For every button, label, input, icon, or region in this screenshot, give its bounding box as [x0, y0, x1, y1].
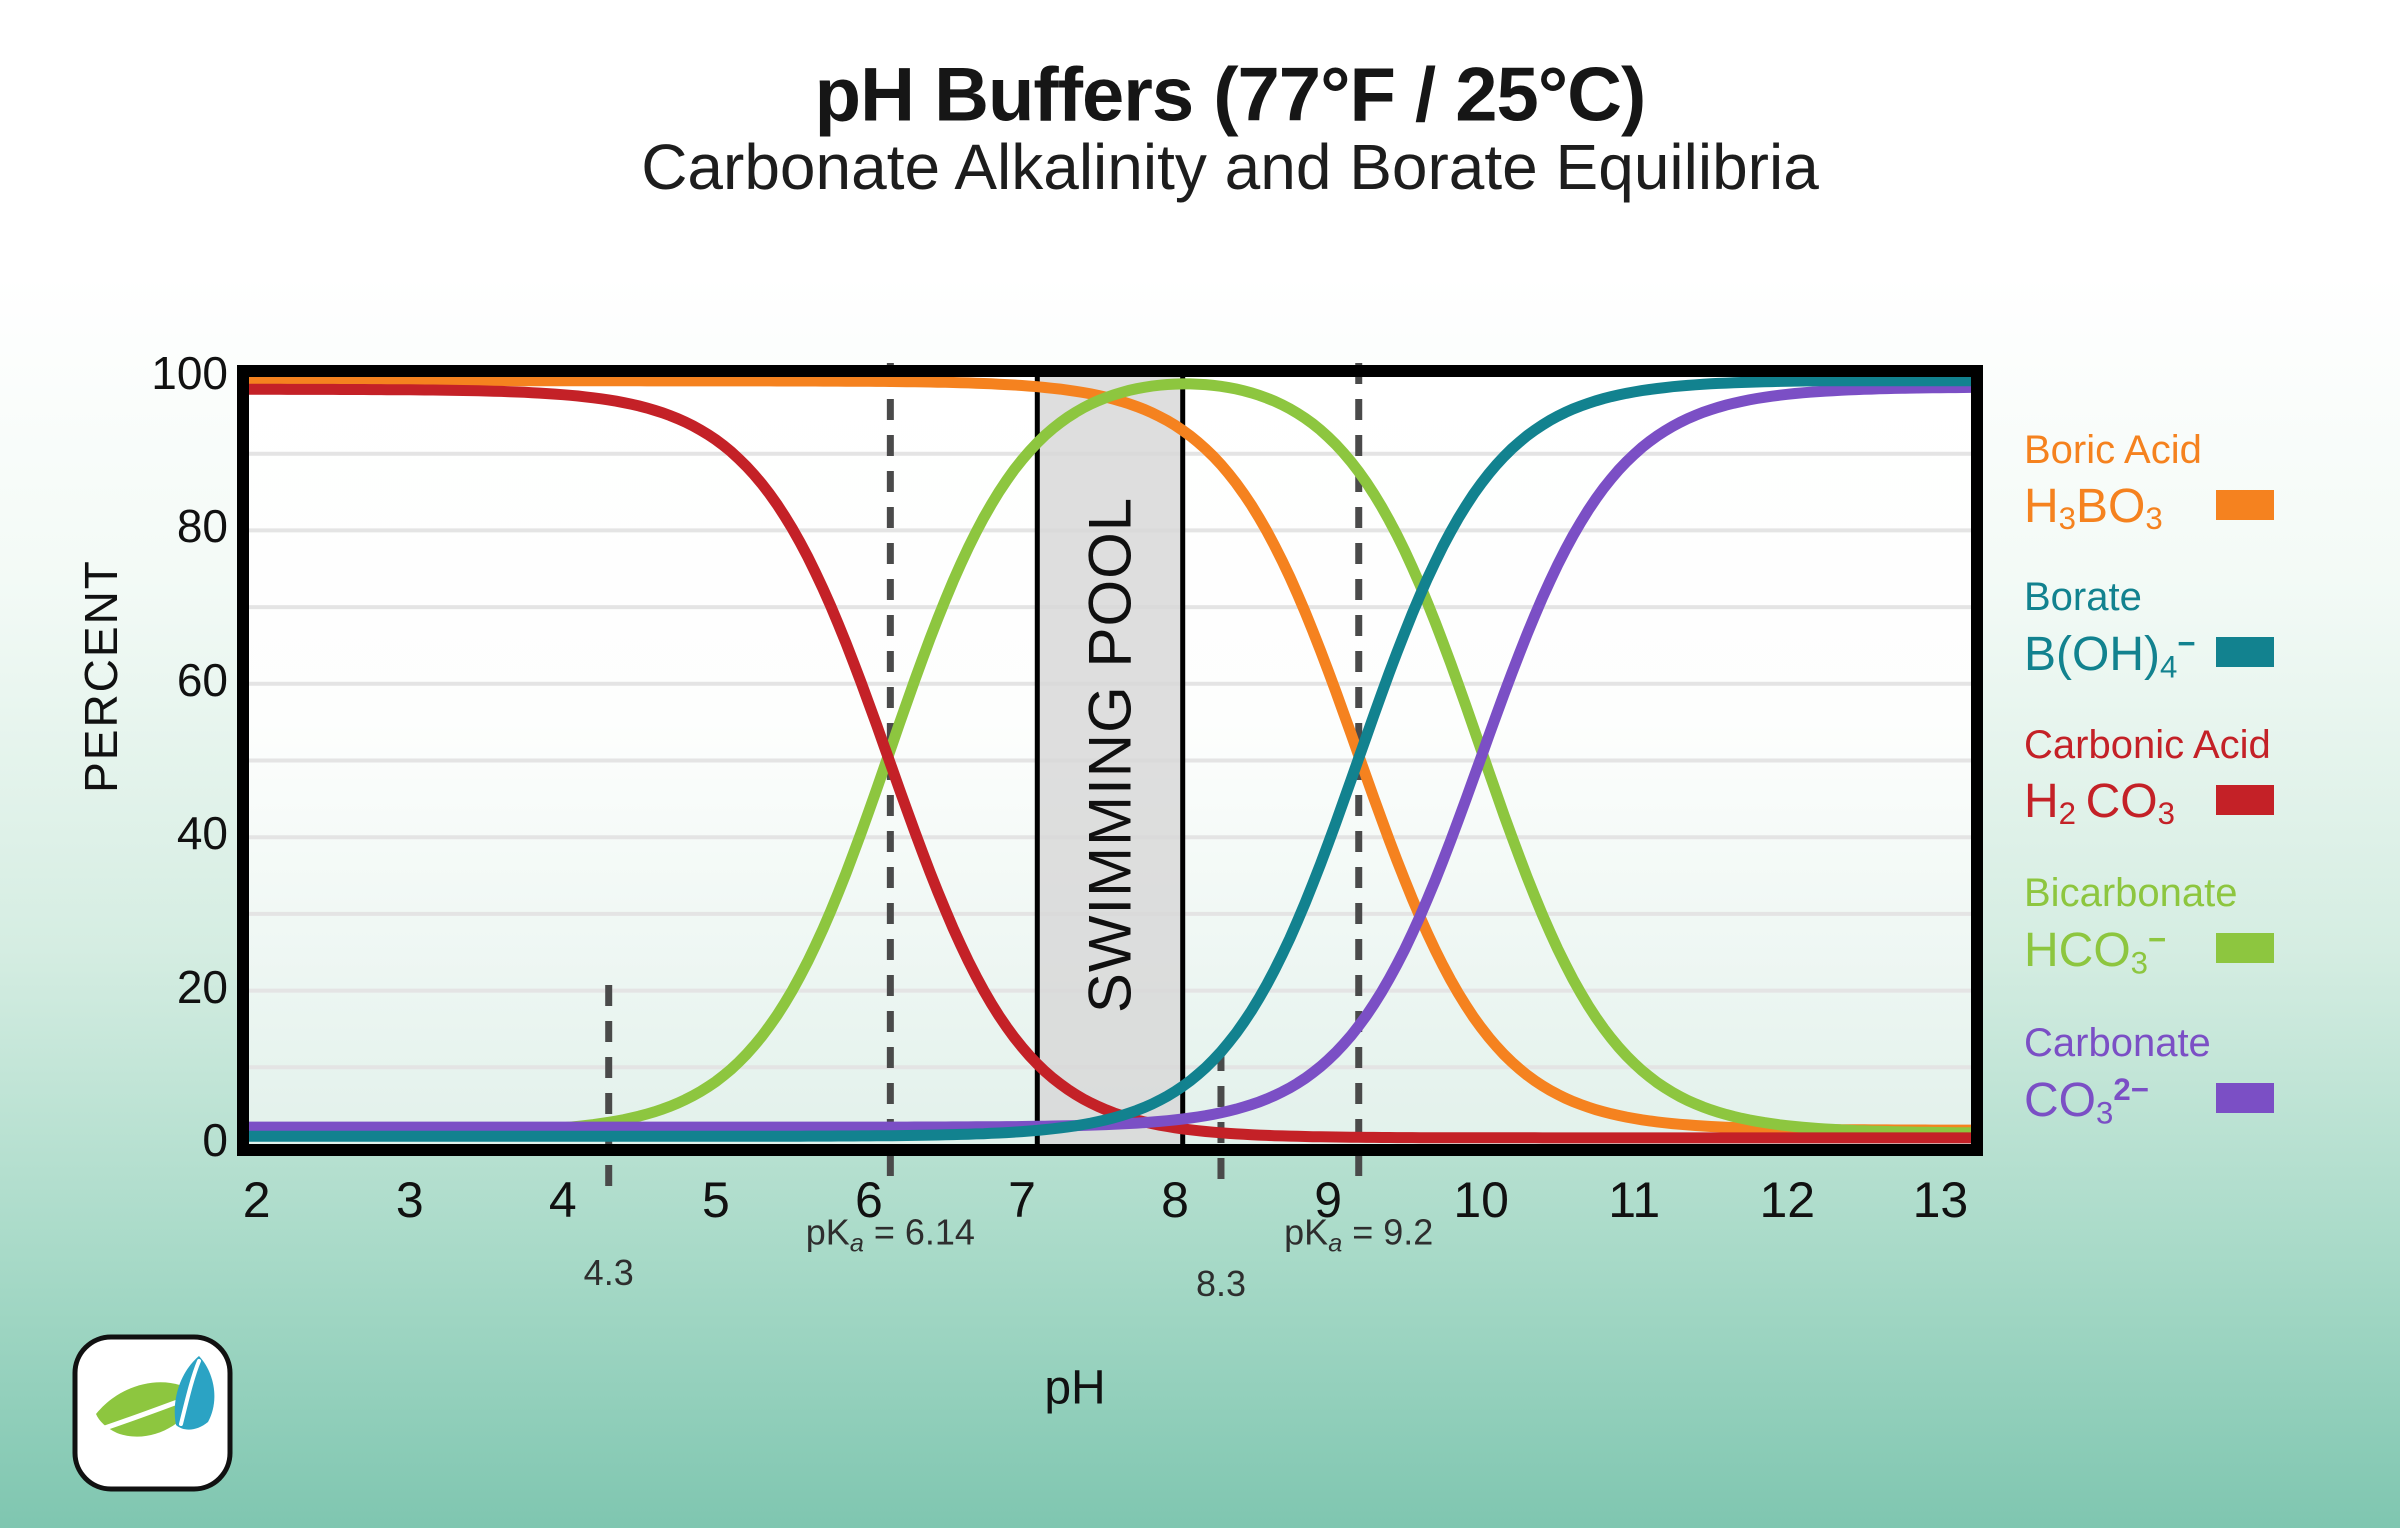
legend-entry-boric: Boric Acid H3BO3	[2024, 428, 2202, 537]
page-title: pH Buffers (77°F / 25°C)	[814, 52, 1647, 138]
annotation-label-4.3: 4.3	[583, 1252, 634, 1293]
y-tick-0: 0	[202, 1114, 228, 1166]
legend-name-borate: Borate	[2024, 575, 2142, 619]
legend-entry-carbonate: Carbonate CO32−	[2024, 1021, 2211, 1131]
legend-swatch-carbonate	[2216, 1083, 2274, 1113]
x-tick-5: 5	[701, 1172, 730, 1228]
x-axis-title: pH	[1044, 1361, 1106, 1415]
legend-swatch-borate	[2216, 637, 2274, 667]
x-tick-3: 3	[395, 1172, 424, 1228]
x-tick-4: 4	[548, 1172, 577, 1228]
x-tick-11: 11	[1608, 1172, 1661, 1228]
legend-swatch-carbonic	[2216, 785, 2274, 815]
page-subtitle: Carbonate Alkalinity and Borate Equilibr…	[641, 131, 1819, 203]
x-tick-2: 2	[242, 1172, 271, 1228]
legend-formula-carbonic: H2 CO3	[2024, 775, 2175, 832]
leaf-logo	[72, 1334, 233, 1492]
curve-carbonic	[243, 383, 1977, 1144]
y-axis-title: PERCENT	[75, 559, 127, 793]
legend-entry-bicarbonate: Bicarbonate HCO3−	[2024, 871, 2237, 981]
x-tick-10: 10	[1453, 1172, 1509, 1228]
annotation-label-8.3: 8.3	[1195, 1263, 1246, 1304]
legend-name-carbonate: Carbonate	[2024, 1021, 2211, 1065]
y-tick-40: 40	[176, 807, 228, 860]
y-tick-100: 100	[151, 347, 228, 399]
swimming-pool-band	[1037, 377, 1183, 1144]
legend-entry-borate: Borate B(OH)4−	[2024, 575, 2196, 685]
legend-swatch-bicarbonate	[2216, 933, 2274, 963]
curve-borate	[243, 375, 1977, 1142]
legend-name-boric: Boric Acid	[2024, 428, 2202, 472]
x-tick-12: 12	[1759, 1172, 1816, 1228]
legend-formula-borate: B(OH)4−	[2024, 626, 2196, 685]
legend-name-bicarbonate: Bicarbonate	[2024, 871, 2238, 915]
plot-border	[237, 365, 1983, 1156]
legend-formula-boric: H3BO3	[2024, 480, 2163, 537]
y-tick-20: 20	[176, 960, 228, 1013]
legend-entry-carbonic: Carbonic Acid H2 CO3	[2024, 723, 2271, 832]
x-tick-9: 9	[1314, 1172, 1343, 1228]
annotation-label-9.2: pKa = 9.2	[1284, 1211, 1434, 1258]
x-tick-13: 13	[1912, 1172, 1969, 1228]
annotation-label-6.14: pKa = 6.14	[805, 1211, 975, 1258]
legend-swatch-boric	[2216, 490, 2274, 520]
x-tick-8: 8	[1161, 1172, 1189, 1228]
y-tick-80: 80	[176, 500, 228, 553]
legend-name-carbonic: Carbonic Acid	[2024, 723, 2271, 767]
y-tick-60: 60	[176, 653, 228, 706]
x-tick-7: 7	[1008, 1172, 1036, 1228]
swimming-pool-label: SWIMMING POOL	[1076, 496, 1144, 1014]
legend-formula-carbonate: CO32−	[2024, 1072, 2149, 1131]
legend-formula-bicarbonate: HCO3−	[2024, 922, 2167, 981]
x-tick-6: 6	[855, 1172, 883, 1228]
